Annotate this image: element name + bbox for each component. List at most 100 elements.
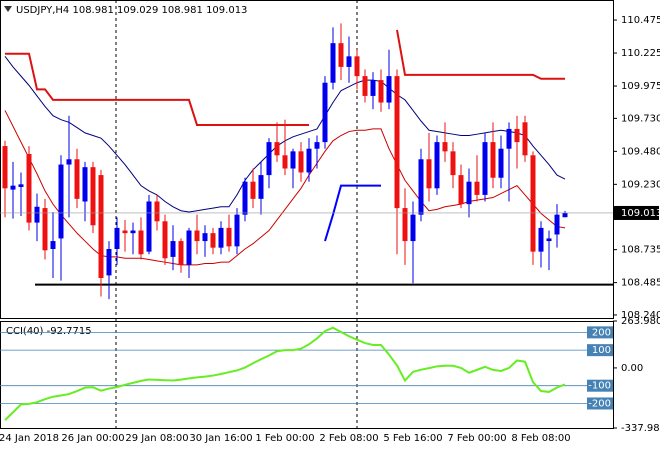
y-tick-label: 110.475 <box>621 15 660 26</box>
candle-body <box>546 238 552 242</box>
candle-body <box>90 167 96 226</box>
candle-body <box>170 241 176 257</box>
candle-body <box>530 155 536 252</box>
candle-body <box>402 208 408 242</box>
candle-body <box>50 241 56 249</box>
y-tick-label: 109.230 <box>621 179 660 190</box>
symbol-icon <box>4 6 12 12</box>
cci-title: CCI(40) -92.7715 <box>6 326 92 337</box>
x-tick-label: 8 Feb 08:00 <box>511 433 570 444</box>
candle-body <box>338 43 344 67</box>
x-tick-label: 30 Jan 16:00 <box>189 433 252 444</box>
candle-body <box>314 142 320 149</box>
candle-body <box>234 214 240 247</box>
candle-body <box>522 122 528 156</box>
candle-body <box>202 233 208 242</box>
candle-body <box>130 230 136 234</box>
y-tick-label: 110.225 <box>621 48 660 59</box>
candle-body <box>98 175 104 279</box>
candle-body <box>362 76 368 96</box>
candle-body <box>26 153 32 223</box>
candle-body <box>554 214 560 235</box>
price-label-box <box>613 205 659 220</box>
current-price-label: 109.013 <box>621 208 660 219</box>
y-tick-label: -337.9806 <box>621 423 660 434</box>
candle-body <box>426 159 432 189</box>
x-tick-label: 24 Jan 2018 <box>0 433 59 444</box>
x-tick-label: 26 Jan 00:00 <box>61 433 124 444</box>
x-tick-label: 2 Feb 08:00 <box>319 433 378 444</box>
candle-body <box>242 181 248 215</box>
candle-body <box>346 56 352 67</box>
x-tick-label: 7 Feb 00:00 <box>447 433 506 444</box>
candle-body <box>418 159 424 215</box>
candle-body <box>370 80 376 96</box>
candle-body <box>474 181 480 195</box>
candle-body <box>18 184 24 187</box>
candle-body <box>74 159 80 199</box>
cci-level-box <box>587 326 613 339</box>
candle-body <box>122 230 128 234</box>
candle-body <box>466 181 472 205</box>
candle-body <box>274 142 280 156</box>
candle-body <box>210 233 216 248</box>
candle-body <box>106 248 112 276</box>
candle-body <box>178 241 184 265</box>
candle-body <box>266 142 272 176</box>
candle-body <box>186 230 192 265</box>
candle-body <box>410 214 416 242</box>
cci-level-box <box>587 379 613 392</box>
candle-body <box>194 230 200 242</box>
candle-body <box>34 206 40 223</box>
indicator-line <box>324 184 381 242</box>
candle-body <box>290 151 296 169</box>
x-tick-label: 5 Feb 16:00 <box>383 433 442 444</box>
candle-body <box>218 227 224 248</box>
candle-body <box>10 185 16 190</box>
candle-body <box>322 82 328 143</box>
candle-body <box>306 148 312 173</box>
y-tick-label: 109.480 <box>621 146 660 157</box>
candle-body <box>490 142 496 178</box>
x-tick-label: 1 Feb 00:00 <box>255 433 314 444</box>
candle-body <box>538 227 544 252</box>
candle-body <box>506 128 512 149</box>
candle-body <box>114 227 120 249</box>
candle-body <box>146 201 152 252</box>
candle-body <box>442 142 448 152</box>
candle-body <box>82 167 88 202</box>
candle-body <box>458 175 464 205</box>
candle-body <box>154 201 160 222</box>
candle-body <box>282 155 288 169</box>
candle-body <box>162 221 168 259</box>
indicator-line <box>5 29 565 126</box>
candle-body <box>298 151 304 173</box>
cci-level-label: 200 <box>592 327 611 338</box>
y-tick-label: 0.00 <box>621 363 643 374</box>
cci-level-box <box>587 397 613 410</box>
candle-body <box>250 181 256 199</box>
candle-body <box>378 80 384 103</box>
candle-body <box>354 56 360 77</box>
candle-body <box>42 208 48 251</box>
cci-level-label: -100 <box>588 381 611 392</box>
candle-body <box>258 175 264 199</box>
chart-title: USDJPY,H4 108.981 109.029 108.981 109.01… <box>16 5 247 16</box>
candle-body <box>330 43 336 83</box>
candle-body <box>514 128 520 143</box>
candle-body <box>450 151 456 176</box>
y-tick-label: 263.9807 <box>621 316 660 327</box>
candle-body <box>394 76 400 209</box>
x-tick-label: 29 Jan 08:00 <box>125 433 188 444</box>
candle-body <box>66 159 72 165</box>
candle-body <box>386 76 392 103</box>
candle-body <box>498 148 504 178</box>
y-tick-label: 109.975 <box>621 81 660 92</box>
y-tick-label: 108.735 <box>621 245 660 256</box>
y-tick-label: 109.730 <box>621 113 660 124</box>
y-tick-label: 108.485 <box>621 278 660 289</box>
candle-body <box>226 227 232 247</box>
candle-body <box>482 142 488 195</box>
